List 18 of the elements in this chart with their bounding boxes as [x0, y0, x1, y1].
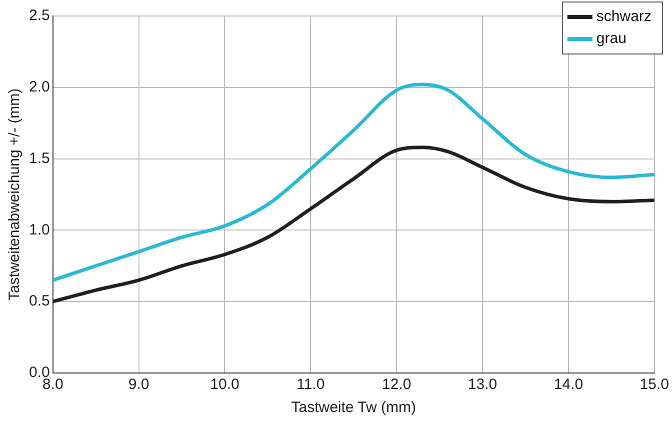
- x-tick-label: 11.0: [296, 376, 325, 394]
- legend-label: schwarz: [596, 8, 652, 26]
- y-tick-label: 1.5: [28, 150, 50, 167]
- legend-label: grau: [596, 30, 626, 48]
- y-tick-label: 1.0: [28, 221, 50, 238]
- x-tick-label: 13.0: [468, 376, 498, 394]
- y-axis-title: Tastweitenabweichung +/- (mm): [6, 88, 24, 301]
- line-series: [52, 82, 654, 282]
- y-tick-label: 0.5: [28, 292, 50, 310]
- x-tick-label: 14.0: [554, 376, 584, 394]
- y-tick-label: 2.0: [28, 78, 50, 96]
- x-axis-title: Tastweite Tw (mm): [291, 399, 416, 416]
- x-tick-label: 15.0: [640, 376, 670, 394]
- y-tick-label: 2.5: [28, 7, 50, 24]
- x-tick-label: 9.0: [128, 376, 150, 394]
- x-tick-label: 10.0: [210, 376, 240, 394]
- x-tick-label: 12.0: [382, 376, 412, 394]
- line-series: [52, 146, 654, 304]
